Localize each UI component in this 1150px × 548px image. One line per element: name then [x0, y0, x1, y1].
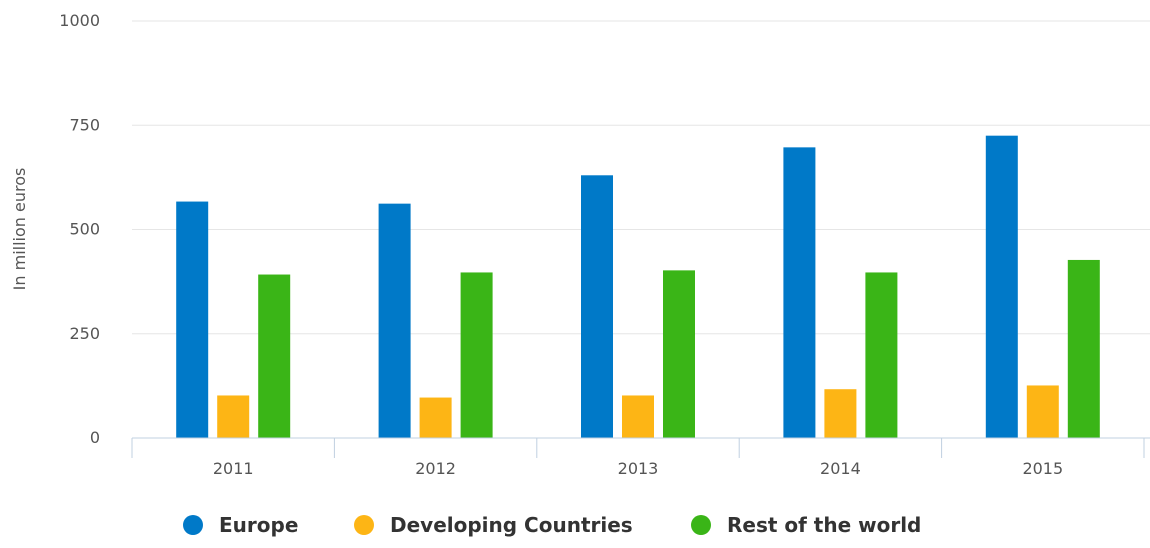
bar[interactable]: [1026, 385, 1059, 438]
legend-marker[interactable]: [354, 515, 374, 535]
legend-item-label[interactable]: Europe: [219, 513, 298, 537]
bar[interactable]: [824, 389, 857, 438]
gridlines: [132, 20, 1150, 335]
bar[interactable]: [217, 395, 250, 438]
x-tick-label: 2014: [820, 459, 861, 478]
y-tick-label: 750: [69, 115, 100, 134]
axes: 0 250 500 750 1000 2011 2012 2013 2014 2015: [59, 11, 1150, 478]
bar[interactable]: [258, 274, 291, 438]
y-tick-label: 500: [69, 220, 100, 239]
bar[interactable]: [622, 395, 654, 438]
bar[interactable]: [865, 272, 898, 438]
legend: Europe Developing Countries Rest of the wo…: [183, 513, 921, 537]
x-tick-label: 2011: [213, 459, 254, 478]
y-axis-title: In million euros: [10, 168, 29, 291]
x-tick-label: 2012: [415, 459, 456, 478]
x-tick-label: 2015: [1022, 459, 1063, 478]
y-tick-label: 0: [90, 428, 100, 447]
y-tick-label: 1000: [59, 11, 100, 30]
bar[interactable]: [1067, 259, 1100, 438]
bar[interactable]: [985, 135, 1018, 439]
bar[interactable]: [419, 397, 452, 438]
bar[interactable]: [783, 147, 816, 438]
legend-marker[interactable]: [183, 515, 203, 535]
bar[interactable]: [663, 270, 695, 438]
bar[interactable]: [378, 203, 411, 438]
bar[interactable]: [581, 175, 613, 439]
legend-marker[interactable]: [691, 515, 711, 535]
bar[interactable]: [176, 201, 209, 438]
bar[interactable]: [460, 272, 493, 438]
legend-item-label[interactable]: Developing Countries: [390, 513, 633, 537]
x-tick-label: 2013: [618, 459, 659, 478]
bars: [176, 135, 1100, 439]
y-tick-label: 250: [69, 324, 100, 343]
legend-item-label[interactable]: Rest of the world: [727, 513, 921, 537]
